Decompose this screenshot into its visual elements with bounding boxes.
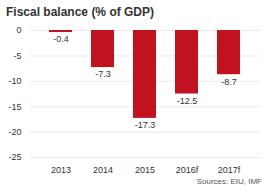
html-text:Sources: EIU, IMF: Sources: EIU, IMF: [196, 177, 262, 186]
svg-text:-12.5: -12.5: [177, 96, 198, 106]
html-text:Fiscal balance (% of GDP): Fiscal balance (% of GDP): [6, 5, 154, 19]
svg-text:2014: 2014: [93, 165, 113, 175]
svg-text:-0.4: -0.4: [53, 34, 69, 44]
svg-text:-5: -5: [13, 51, 21, 61]
svg-text:-17.3: -17.3: [135, 120, 156, 130]
svg-text:-25: -25: [8, 152, 21, 162]
svg-text:-8.7: -8.7: [221, 77, 237, 87]
svg-text:2016f: 2016f: [176, 165, 199, 175]
svg-text:-20: -20: [8, 127, 21, 137]
svg-text:2017f: 2017f: [218, 165, 241, 175]
svg-text:-10: -10: [8, 76, 21, 86]
svg-text:-7.3: -7.3: [95, 69, 111, 79]
svg-text:2015: 2015: [135, 165, 155, 175]
svg-text:-15: -15: [8, 102, 21, 112]
svg-text:0: 0: [16, 25, 21, 35]
svg-text:2013: 2013: [51, 165, 71, 175]
